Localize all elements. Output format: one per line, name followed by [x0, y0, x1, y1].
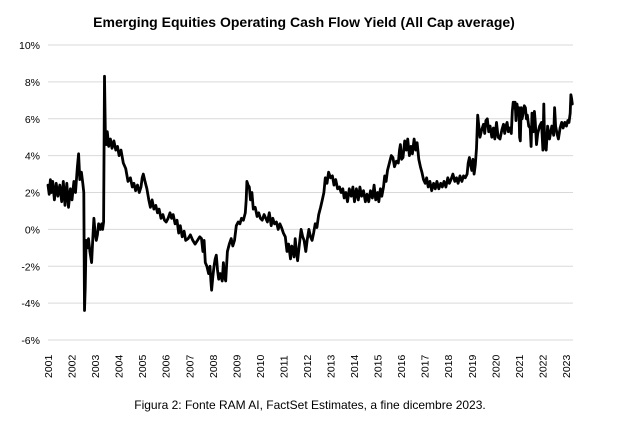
x-tick-label: 2019 [467, 354, 479, 378]
y-tick-label: -4% [21, 298, 40, 310]
y-tick-label: 4% [25, 151, 40, 163]
x-tick-label: 2015 [373, 354, 385, 378]
chart-title: Emerging Equities Operating Cash Flow Yi… [93, 14, 515, 30]
x-tick-label: 2021 [514, 354, 526, 378]
x-tick-label: 2005 [137, 354, 149, 378]
y-tick-label: -6% [21, 335, 40, 347]
figure-caption: Figura 2: Fonte RAM AI, FactSet Estimate… [134, 398, 486, 412]
x-axis-ticks: 2001 2002 2003 2004 2005 2006 2007 2008 2009 2010… [43, 354, 573, 378]
y-tick-label: 2% [25, 188, 40, 200]
x-tick-label: 2023 [561, 354, 573, 378]
x-tick-label: 2012 [302, 354, 314, 378]
y-tick-label: 6% [25, 114, 40, 126]
y-tick-label: 0% [25, 224, 40, 236]
y-tick-label: 10% [19, 40, 40, 52]
x-tick-label: 2003 [90, 354, 102, 378]
x-tick-label: 2016 [396, 354, 408, 378]
y-axis-ticks: 10% 8% 6% 4% 2% 0% -2% -4% -6% [19, 40, 40, 347]
series-group [46, 74, 574, 312]
gridlines [48, 44, 573, 341]
x-tick-label: 2011 [278, 355, 290, 378]
x-tick-label: 2014 [349, 354, 361, 378]
x-tick-label: 2004 [114, 354, 126, 378]
x-tick-label: 2022 [537, 354, 549, 378]
series-line [46, 74, 574, 312]
x-tick-label: 2006 [161, 354, 173, 378]
y-tick-label: 8% [25, 77, 40, 89]
x-tick-label: 2013 [326, 354, 338, 378]
x-tick-label: 2007 [184, 354, 196, 378]
x-tick-label: 2020 [490, 354, 502, 378]
x-tick-label: 2018 [443, 354, 455, 378]
x-tick-label: 2001 [43, 354, 55, 378]
x-tick-label: 2010 [255, 354, 267, 378]
x-tick-label: 2002 [67, 354, 79, 378]
x-tick-label: 2008 [208, 354, 220, 378]
x-tick-label: 2017 [420, 354, 432, 378]
x-tick-label: 2009 [231, 354, 243, 378]
y-tick-label: -2% [21, 261, 40, 273]
